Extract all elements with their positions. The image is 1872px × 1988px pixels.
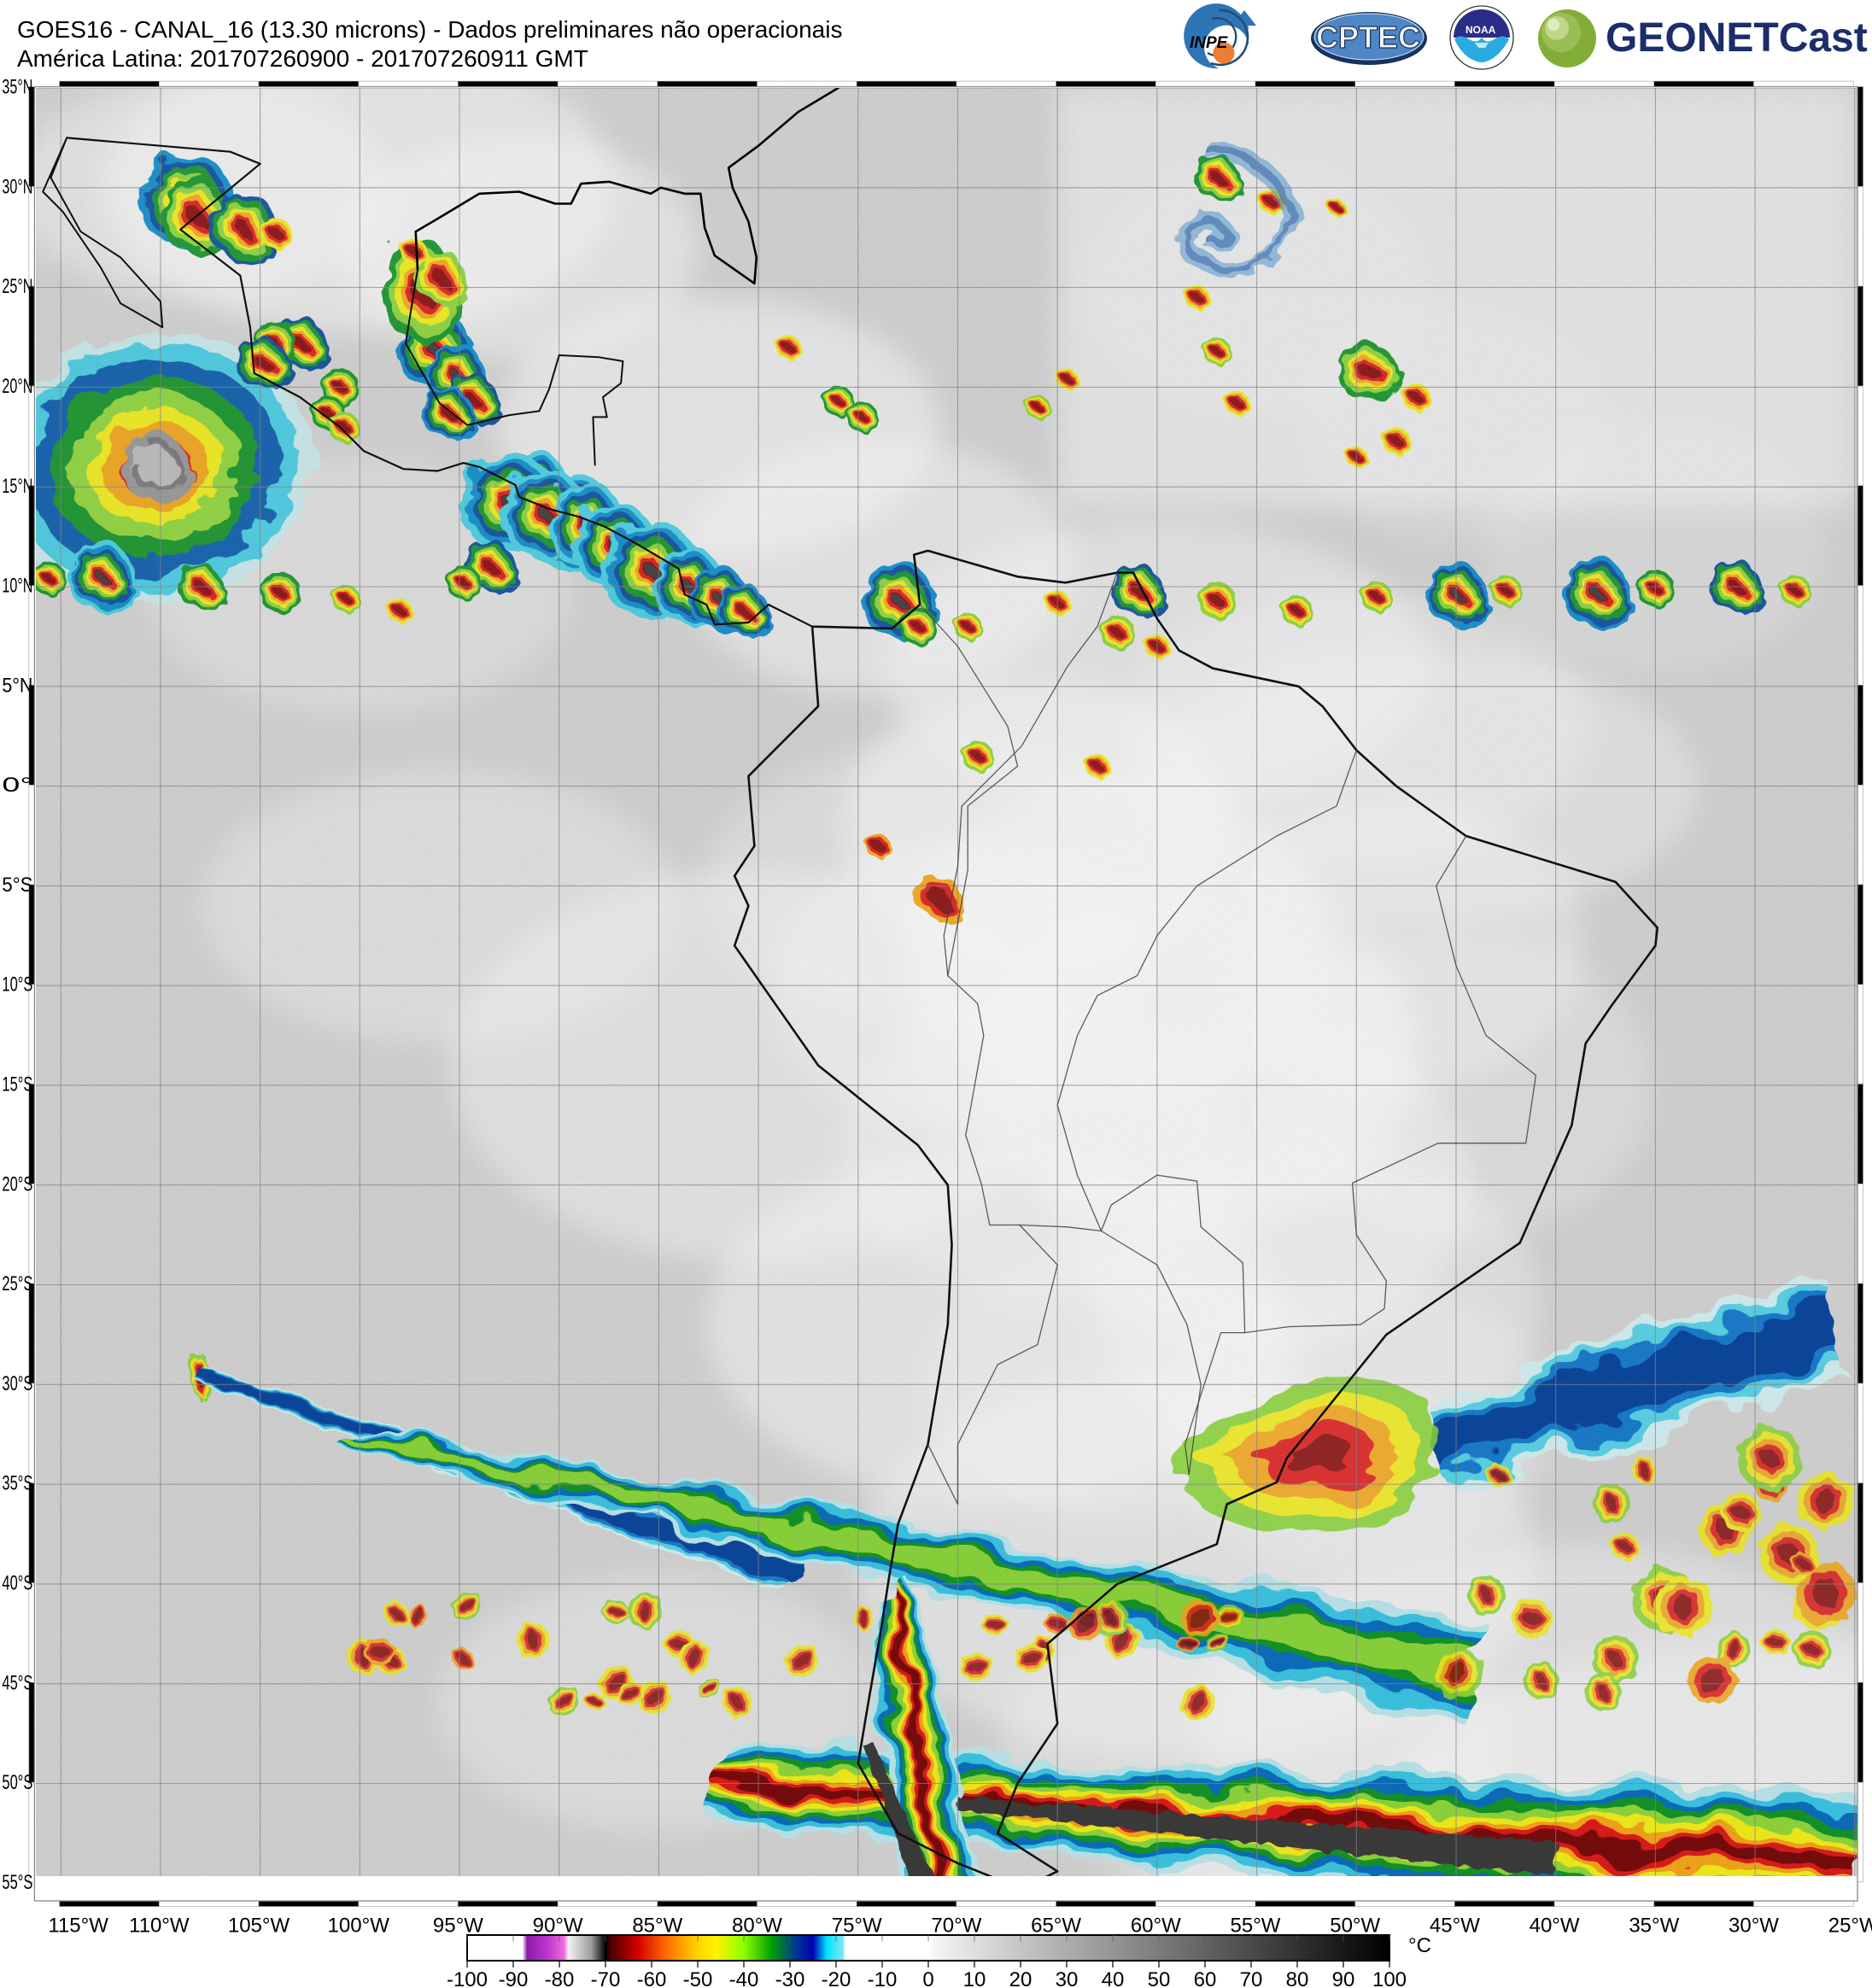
svg-text:50°S: 50°S <box>2 1771 32 1794</box>
svg-text:20°N: 20°N <box>2 375 32 398</box>
svg-text:-40: -40 <box>729 1968 759 1988</box>
svg-text:30°W: 30°W <box>1729 1915 1779 1938</box>
svg-text:-70: -70 <box>591 1968 621 1988</box>
svg-text:80°W: 80°W <box>732 1915 782 1938</box>
svg-text:25°W: 25°W <box>1828 1915 1872 1938</box>
svg-text:10°S: 10°S <box>2 974 32 997</box>
svg-text:30: 30 <box>1056 1968 1079 1988</box>
svg-text:25°N: 25°N <box>2 275 32 298</box>
svg-text:20°S: 20°S <box>2 1172 32 1196</box>
svg-text:100: 100 <box>1372 1968 1407 1988</box>
svg-text:30°N: 30°N <box>2 175 32 198</box>
svg-text:75°W: 75°W <box>832 1915 882 1938</box>
svg-text:95°W: 95°W <box>433 1915 483 1938</box>
svg-text:70: 70 <box>1240 1968 1263 1988</box>
svg-text:105°W: 105°W <box>228 1915 290 1938</box>
svg-text:-20: -20 <box>822 1968 851 1988</box>
svg-text:-100: -100 <box>447 1968 488 1988</box>
svg-text:100°W: 100°W <box>328 1915 390 1938</box>
svg-text:35°W: 35°W <box>1629 1915 1679 1938</box>
svg-text:50°W: 50°W <box>1330 1915 1380 1938</box>
svg-text:85°W: 85°W <box>632 1915 682 1938</box>
svg-text:-10: -10 <box>868 1968 898 1988</box>
svg-text:40: 40 <box>1102 1968 1125 1988</box>
svg-text:15°S: 15°S <box>2 1073 32 1096</box>
svg-text:-60: -60 <box>637 1968 667 1988</box>
svg-text:50: 50 <box>1148 1968 1171 1988</box>
svg-text:20: 20 <box>1009 1968 1033 1988</box>
svg-text:-50: -50 <box>683 1968 713 1988</box>
svg-text:35°S: 35°S <box>2 1472 32 1495</box>
svg-text:65°W: 65°W <box>1031 1915 1081 1938</box>
svg-text:55°W: 55°W <box>1231 1915 1281 1938</box>
svg-text:90: 90 <box>1332 1968 1355 1988</box>
svg-text:55°S: 55°S <box>2 1871 32 1894</box>
svg-text:60°W: 60°W <box>1131 1915 1181 1938</box>
svg-text:115°W: 115°W <box>48 1915 108 1938</box>
svg-text:25°S: 25°S <box>2 1272 32 1295</box>
svg-text:90°W: 90°W <box>533 1915 583 1938</box>
svg-text:30°S: 30°S <box>2 1372 32 1395</box>
svg-text:110°W: 110°W <box>129 1915 190 1938</box>
svg-text:0°: 0° <box>2 774 32 797</box>
svg-text:80: 80 <box>1286 1968 1309 1988</box>
svg-text:-30: -30 <box>775 1968 805 1988</box>
svg-text:40°S: 40°S <box>2 1572 32 1595</box>
svg-text:0: 0 <box>922 1968 933 1988</box>
svg-text:35°N: 35°N <box>2 76 32 99</box>
svg-text:40°W: 40°W <box>1530 1915 1580 1938</box>
svg-text:60: 60 <box>1194 1968 1217 1988</box>
svg-text:-90: -90 <box>499 1968 529 1988</box>
svg-text:10°N: 10°N <box>2 575 32 598</box>
svg-text:-80: -80 <box>545 1968 575 1988</box>
svg-text:5°N: 5°N <box>2 674 32 697</box>
svg-text:5°S: 5°S <box>2 874 32 897</box>
svg-text:45°S: 45°S <box>2 1671 32 1694</box>
svg-text:45°W: 45°W <box>1430 1915 1480 1938</box>
svg-text:°C: °C <box>1408 1934 1431 1957</box>
svg-text:70°W: 70°W <box>931 1915 981 1938</box>
svg-text:15°N: 15°N <box>2 475 32 498</box>
svg-text:10: 10 <box>963 1968 986 1988</box>
